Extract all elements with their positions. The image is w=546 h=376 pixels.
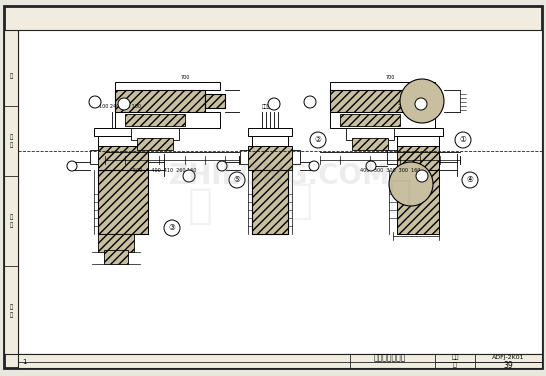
Circle shape xyxy=(400,79,444,123)
Text: ⑤: ⑤ xyxy=(234,176,240,185)
Bar xyxy=(393,128,443,136)
Circle shape xyxy=(89,96,101,108)
Text: 说
明: 说 明 xyxy=(9,214,13,228)
Text: ADFJ-2K01: ADFJ-2K01 xyxy=(492,355,524,359)
Text: 相
关: 相 关 xyxy=(9,304,13,318)
Bar xyxy=(18,354,542,368)
Bar xyxy=(330,90,405,112)
Bar xyxy=(115,112,220,128)
Bar xyxy=(98,170,148,234)
Bar xyxy=(205,94,225,108)
Circle shape xyxy=(229,172,245,188)
Bar xyxy=(115,82,220,90)
Bar xyxy=(248,128,292,136)
Text: ZHILONG.COM: ZHILONG.COM xyxy=(169,162,391,190)
Bar xyxy=(115,90,205,112)
Bar xyxy=(115,90,205,112)
Circle shape xyxy=(310,132,326,148)
Bar xyxy=(125,114,185,126)
Bar xyxy=(98,234,134,252)
Text: 注: 注 xyxy=(9,73,13,79)
Bar xyxy=(205,94,225,108)
Text: 图纸: 图纸 xyxy=(451,354,459,360)
Circle shape xyxy=(268,98,280,110)
Circle shape xyxy=(416,170,428,182)
Text: 39: 39 xyxy=(503,361,513,370)
Circle shape xyxy=(366,161,376,171)
Bar xyxy=(252,136,288,146)
Bar xyxy=(252,170,288,234)
Text: 墙体、壁柱大样: 墙体、壁柱大样 xyxy=(374,353,406,362)
Bar xyxy=(346,128,394,140)
Bar xyxy=(397,136,439,146)
Text: 700: 700 xyxy=(385,75,395,80)
Bar xyxy=(397,170,439,234)
Circle shape xyxy=(164,220,180,236)
Bar xyxy=(98,170,148,234)
Bar xyxy=(240,150,248,164)
Circle shape xyxy=(309,161,319,171)
Circle shape xyxy=(462,172,478,188)
Text: 相关构造尺寸: 相关构造尺寸 xyxy=(262,104,278,109)
Bar xyxy=(330,82,435,90)
Bar xyxy=(18,30,542,354)
Circle shape xyxy=(455,132,471,148)
Bar xyxy=(98,136,148,146)
Text: 龍: 龍 xyxy=(288,180,312,222)
Bar xyxy=(340,114,400,126)
Text: 築: 築 xyxy=(187,185,212,227)
Circle shape xyxy=(389,162,433,206)
Text: 100 240 120 100: 100 240 120 100 xyxy=(99,104,141,109)
Bar xyxy=(397,146,439,170)
Text: ②: ② xyxy=(314,135,322,144)
Bar xyxy=(94,128,152,136)
Circle shape xyxy=(183,170,195,182)
Bar xyxy=(104,250,128,264)
Bar xyxy=(98,146,148,170)
Text: ①: ① xyxy=(460,135,466,144)
Bar xyxy=(90,150,98,164)
Bar xyxy=(292,150,300,164)
Text: ④: ④ xyxy=(467,176,473,185)
Bar xyxy=(131,128,179,140)
Text: 500      400  410  260 160: 500 400 410 260 160 xyxy=(133,168,197,173)
Bar xyxy=(330,112,435,128)
Text: 1: 1 xyxy=(22,358,27,364)
Bar xyxy=(330,90,405,112)
Text: 網: 網 xyxy=(388,177,412,215)
Circle shape xyxy=(304,96,316,108)
Text: 700: 700 xyxy=(180,75,189,80)
Text: 做
法: 做 法 xyxy=(9,134,13,148)
Text: 400   300  300  300  160: 400 300 300 300 160 xyxy=(360,168,420,173)
Text: ③: ③ xyxy=(169,223,175,232)
Bar xyxy=(137,138,173,150)
Bar xyxy=(352,138,388,150)
Circle shape xyxy=(415,98,427,110)
Bar xyxy=(252,170,288,234)
Bar xyxy=(4,30,18,354)
Bar xyxy=(248,146,292,170)
Text: 200  240  140: 200 240 140 xyxy=(398,104,432,109)
Bar xyxy=(387,150,397,164)
Circle shape xyxy=(118,98,130,110)
Circle shape xyxy=(67,161,77,171)
Text: 页: 页 xyxy=(453,362,457,368)
Circle shape xyxy=(217,161,227,171)
